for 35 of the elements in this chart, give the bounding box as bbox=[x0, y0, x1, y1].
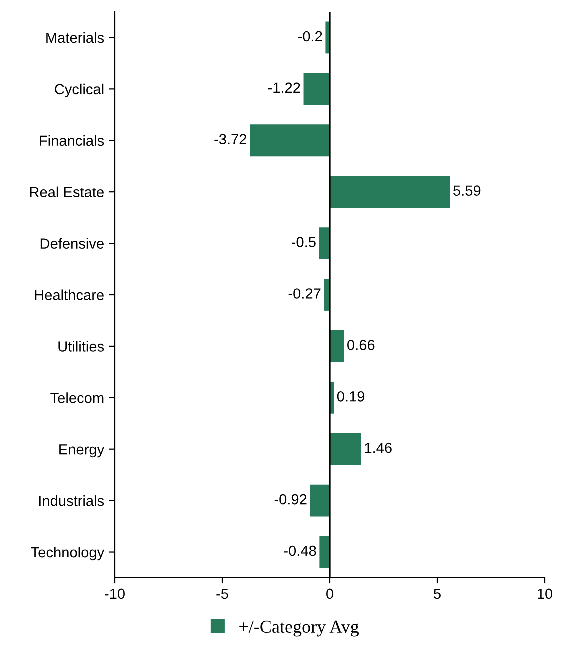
x-tick-label: 5 bbox=[434, 588, 441, 600]
data-label: 5.59 bbox=[454, 186, 481, 196]
bar bbox=[250, 124, 330, 157]
y-tick-label: Telecom bbox=[50, 392, 104, 404]
legend-label: +/-Category Avg bbox=[240, 620, 360, 637]
x-tick-label: 10 bbox=[538, 588, 553, 600]
data-label: 1.46 bbox=[365, 442, 392, 454]
data-label: -0.5 bbox=[292, 237, 316, 248]
y-tick-label: Cyclical bbox=[55, 84, 104, 98]
x-tick-label: -10 bbox=[105, 588, 125, 600]
data-label: -0.48 bbox=[284, 546, 316, 556]
y-tick-label: Materials bbox=[46, 32, 104, 44]
data-label: -0.2 bbox=[298, 31, 322, 42]
y-tick-label: Industrials bbox=[39, 496, 104, 506]
bar bbox=[320, 536, 330, 568]
bar bbox=[330, 176, 450, 208]
data-label: -0.92 bbox=[274, 494, 307, 505]
y-tick-label: Healthcare bbox=[35, 290, 104, 300]
data-label: 0.66 bbox=[348, 340, 375, 350]
y-tick-label: Energy bbox=[60, 444, 105, 458]
y-tick-label: Real Estate bbox=[30, 186, 104, 198]
data-label: 0.19 bbox=[337, 391, 365, 402]
y-tick-label: Financials bbox=[40, 135, 104, 146]
data-label: -1.22 bbox=[268, 82, 300, 93]
y-tick-label: Technology bbox=[31, 546, 105, 561]
bar bbox=[310, 484, 330, 517]
x-tick-label: 0 bbox=[326, 588, 334, 600]
x-tick-label: -5 bbox=[216, 588, 228, 600]
y-tick-label: Defensive bbox=[40, 238, 104, 249]
y-tick-label: Utilities bbox=[58, 341, 104, 352]
bar bbox=[304, 73, 330, 106]
bar bbox=[330, 330, 344, 362]
bar bbox=[330, 433, 362, 466]
data-label: -0.27 bbox=[288, 288, 321, 299]
data-label: -3.72 bbox=[214, 134, 247, 145]
